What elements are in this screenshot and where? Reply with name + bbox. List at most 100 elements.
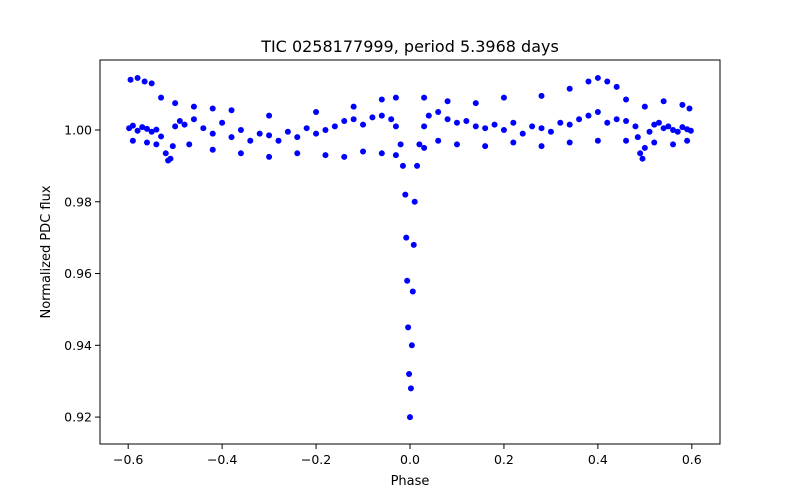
y-axis-label: Normalized PDC flux <box>39 185 54 318</box>
data-point-s0-71 <box>585 112 592 119</box>
data-point-s0-23 <box>266 132 273 139</box>
data-point-s0-16 <box>200 125 207 132</box>
data-point-s0-69 <box>566 121 573 128</box>
data-point-s0-22 <box>256 130 263 137</box>
data-point-s1-15 <box>444 98 451 105</box>
data-point-s1-25 <box>641 103 648 110</box>
data-point-s0-28 <box>313 130 320 137</box>
data-point-s2-19 <box>566 139 573 146</box>
data-point-s0-86 <box>670 126 677 133</box>
data-point-s0-2 <box>134 127 141 134</box>
data-point-s0-5 <box>148 128 155 135</box>
data-point-s1-22 <box>604 78 611 85</box>
data-point-s2-12 <box>392 152 399 159</box>
data-point-s0-68 <box>557 119 564 126</box>
data-point-s0-7 <box>158 133 165 140</box>
data-point-s2-5 <box>237 150 244 157</box>
y-tick-label: 0.94 <box>64 338 92 353</box>
data-point-s1-28 <box>686 105 693 112</box>
data-point-s1-3 <box>148 80 155 87</box>
data-point-s0-83 <box>655 119 662 126</box>
data-point-s0-20 <box>237 126 244 133</box>
x-tick-label: −0.6 <box>113 452 143 467</box>
x-tick-label: 0.2 <box>494 452 514 467</box>
data-point-s0-48 <box>409 288 416 295</box>
data-point-s1-27 <box>679 101 686 108</box>
data-point-s0-70 <box>576 116 583 123</box>
y-tick-label: 1.00 <box>64 122 92 137</box>
data-point-s0-54 <box>425 112 432 119</box>
data-point-s0-56 <box>444 116 451 123</box>
data-point-s0-46 <box>407 385 414 392</box>
data-point-s0-52 <box>416 141 423 148</box>
data-point-s0-88 <box>679 124 686 131</box>
x-axis-label: Phase <box>391 474 430 489</box>
data-point-s0-79 <box>639 155 646 162</box>
data-point-s0-3 <box>139 124 146 131</box>
data-point-s1-10 <box>313 109 320 116</box>
data-point-s0-31 <box>341 118 348 125</box>
data-point-s0-14 <box>181 121 188 128</box>
data-point-s0-15 <box>190 116 197 123</box>
data-point-s2-17 <box>510 139 517 146</box>
data-point-s0-63 <box>510 119 517 126</box>
data-point-s1-19 <box>566 85 573 92</box>
data-point-s0-12 <box>172 123 179 130</box>
data-point-s0-87 <box>674 128 681 135</box>
data-point-s0-25 <box>284 128 291 135</box>
data-point-s2-7 <box>294 150 301 157</box>
data-point-s1-23 <box>613 83 620 90</box>
data-point-s2-16 <box>482 143 489 150</box>
data-point-s0-41 <box>403 234 410 241</box>
data-point-s2-3 <box>186 141 193 148</box>
data-point-s1-2 <box>141 78 148 85</box>
data-point-s2-14 <box>435 137 442 144</box>
chart-title: TIC 0258177999, period 5.3968 days <box>260 37 559 56</box>
data-point-s0-26 <box>294 134 301 141</box>
data-point-s2-1 <box>143 139 150 146</box>
data-point-s2-22 <box>651 139 658 146</box>
data-point-s0-67 <box>547 128 554 135</box>
data-point-s1-21 <box>594 74 601 81</box>
data-point-s0-85 <box>665 123 672 130</box>
data-point-s2-20 <box>594 137 601 144</box>
x-tick-label: 0.6 <box>682 452 702 467</box>
data-point-s2-8 <box>322 152 329 159</box>
data-point-s0-55 <box>435 109 442 116</box>
data-point-s1-26 <box>660 98 667 105</box>
data-point-s1-18 <box>538 92 545 99</box>
data-point-s0-82 <box>651 121 658 128</box>
data-point-s2-13 <box>421 144 428 151</box>
data-point-s0-27 <box>303 125 310 132</box>
data-point-s1-11 <box>350 103 357 110</box>
data-point-s0-66 <box>538 125 545 132</box>
data-point-s0-35 <box>378 112 385 119</box>
data-point-s0-4 <box>143 125 150 132</box>
data-point-s0-51 <box>414 162 421 169</box>
data-point-s1-9 <box>266 112 273 119</box>
data-point-s0-47 <box>408 342 415 349</box>
data-point-s0-43 <box>405 324 412 331</box>
data-point-s0-72 <box>594 109 601 116</box>
data-point-s0-81 <box>646 128 653 135</box>
data-point-s0-58 <box>463 118 470 125</box>
data-point-s2-23 <box>670 141 677 148</box>
data-point-s0-30 <box>331 123 338 130</box>
data-point-s1-7 <box>209 105 216 112</box>
data-point-s0-76 <box>632 123 639 130</box>
y-tick-label: 0.96 <box>64 266 92 281</box>
data-point-s0-40 <box>402 191 409 198</box>
data-point-s0-6 <box>153 126 160 133</box>
data-point-s0-36 <box>388 116 395 123</box>
data-point-s0-57 <box>453 119 460 126</box>
data-point-s0-17 <box>209 130 216 137</box>
data-point-s0-37 <box>392 123 399 130</box>
data-point-s0-32 <box>350 116 357 123</box>
data-point-s0-8 <box>162 150 169 157</box>
data-point-s0-64 <box>519 130 526 137</box>
data-point-s2-18 <box>538 143 545 150</box>
data-point-s0-38 <box>397 141 404 148</box>
data-point-s0-13 <box>176 118 183 125</box>
